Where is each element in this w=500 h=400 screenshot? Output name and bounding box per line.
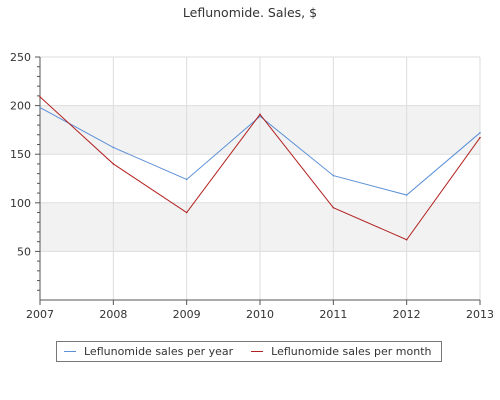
x-tick-label-2007: 2007	[26, 308, 54, 321]
y-tick-label-200: 200	[10, 100, 31, 113]
data-point-series-1-2010	[259, 115, 261, 118]
tick-marks	[35, 56, 481, 305]
tick-labels: 50 100 150 200 250 2007 2008 2009 2010 2011 2012 20…	[10, 51, 494, 321]
data-point-series-1-2013	[479, 132, 481, 134]
y-tick-label-250: 250	[10, 51, 31, 64]
data-point-series-2-2010	[259, 113, 261, 116]
x-tick-label-2009: 2009	[173, 308, 201, 321]
data-point-series-2-2013	[479, 136, 481, 139]
series-lines	[39, 96, 481, 241]
y-tick-label-100: 100	[10, 197, 31, 210]
x-tick-label-2012: 2012	[393, 308, 421, 321]
legend-label-series-2: Leflunomide sales per month	[271, 345, 432, 358]
legend-item-series-1: Leflunomide sales per year	[57, 345, 233, 358]
data-point-series-1-2007	[39, 106, 41, 109]
legend-swatch-series-1	[64, 351, 76, 352]
data-point-series-2-2007	[39, 96, 41, 98]
data-point-series-1-2012	[405, 194, 408, 196]
data-point-series-1-2009	[185, 178, 188, 181]
x-tick-label-2008: 2008	[99, 308, 127, 321]
data-point-series-2-2012	[405, 238, 408, 241]
chart-title: Leflunomide. Sales, $	[183, 5, 317, 20]
x-tick-label-2010: 2010	[246, 308, 274, 321]
y-tick-label-50: 50	[17, 245, 31, 258]
grid-lines	[40, 56, 481, 300]
data-point-series-2-2009	[185, 211, 188, 214]
x-tick-label-2011: 2011	[319, 308, 347, 321]
y-tick-label-150: 150	[10, 148, 31, 161]
data-point-series-2-2008	[112, 163, 115, 165]
legend-label-series-1: Leflunomide sales per year	[84, 345, 234, 358]
legend-item-series-2: Leflunomide sales per month	[245, 345, 431, 358]
data-point-series-2-2011	[332, 206, 335, 209]
data-point-series-1-2011	[332, 174, 335, 177]
legend-swatch-series-2	[251, 351, 264, 352]
x-tick-label-2013: 2013	[466, 308, 494, 321]
legend: Leflunomide sales per year Leflunomide s…	[56, 341, 442, 362]
data-point-series-1-2008	[112, 146, 115, 149]
